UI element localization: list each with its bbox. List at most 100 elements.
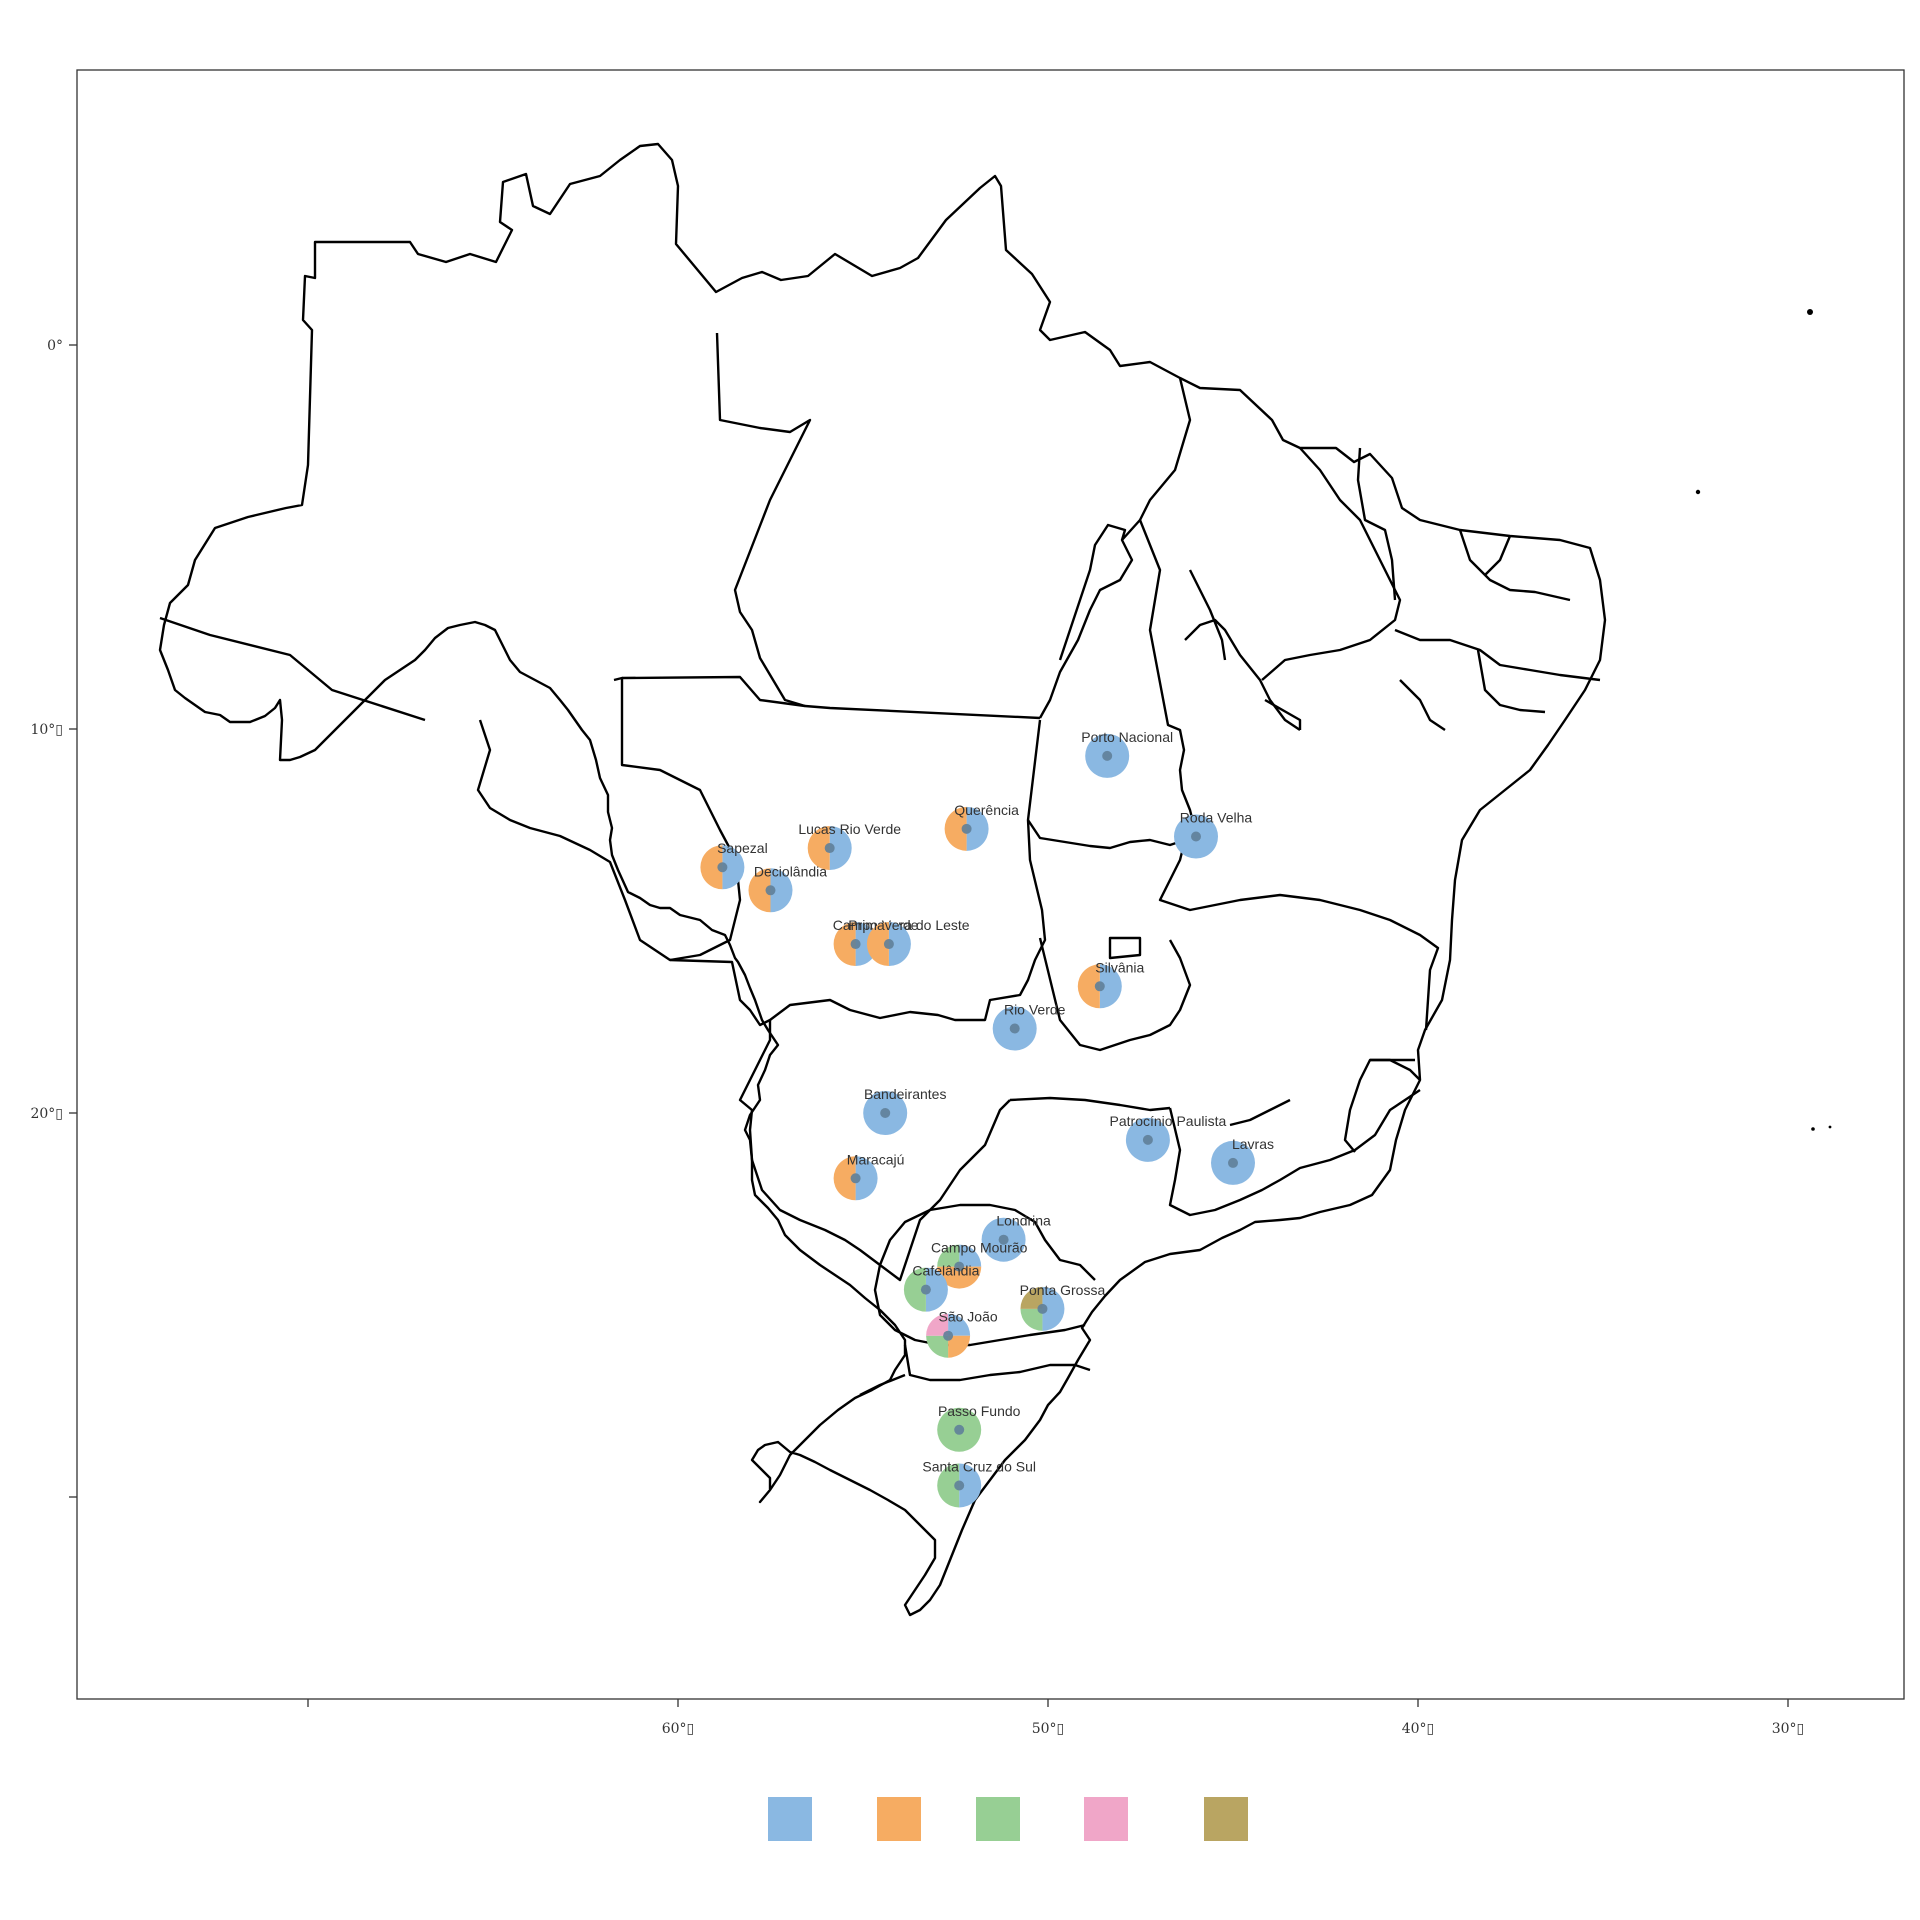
site-label: Ponta Grossa	[1020, 1282, 1106, 1298]
site-marker: Lucas Rio Verde	[798, 821, 901, 871]
island-dot	[1811, 1127, 1815, 1131]
site-point	[880, 1108, 891, 1118]
border-es-rj	[1343, 1058, 1421, 1153]
pie-slice	[937, 1244, 960, 1267]
site-label: Roda Velha	[1180, 810, 1253, 826]
site-point	[1009, 1023, 1020, 1034]
pie-slice	[948, 1335, 971, 1358]
site-label: Lavras	[1232, 1136, 1274, 1152]
pie-slice	[926, 1313, 949, 1336]
sites: Porto Nacional Roda Velha Querência Lucas R…	[700, 729, 1274, 1508]
site-marker: Santa Cruz do Sul	[922, 1458, 1036, 1508]
site-marker: Maracajú	[833, 1151, 905, 1201]
site-marker: Cafelândia	[903, 1263, 980, 1312]
site-label: Porto Nacional	[1081, 729, 1173, 745]
site-point	[850, 1173, 861, 1184]
border-mt	[621, 675, 1047, 1027]
pie-slice	[937, 1463, 960, 1508]
border-ms	[738, 1020, 1011, 1282]
site-marker: Lavras	[1211, 1136, 1274, 1185]
pie-slice	[944, 806, 967, 851]
pie-slice	[866, 922, 889, 967]
site-point	[765, 885, 776, 896]
site-label: Santa Cruz do Sul	[922, 1458, 1036, 1474]
pie-slice	[1020, 1308, 1043, 1331]
site-marker: Ponta Grossa	[1020, 1282, 1106, 1331]
site-point	[954, 1424, 965, 1435]
pie-slice	[937, 1266, 982, 1289]
pie-slice	[807, 826, 830, 871]
site-point	[961, 823, 972, 834]
site-point	[1228, 1157, 1238, 1168]
site-point	[943, 1330, 954, 1341]
country-outline	[158, 142, 1607, 1617]
pie-slice	[1042, 1286, 1065, 1331]
site-point	[717, 862, 728, 873]
site-marker: Rio Verde	[992, 1002, 1066, 1051]
border-go-df	[1038, 936, 1192, 1052]
site-point	[954, 1480, 965, 1491]
legend-swatch	[1204, 1797, 1248, 1841]
pie-slice	[1020, 1286, 1043, 1309]
site-marker: São João	[926, 1309, 998, 1358]
site-point	[850, 939, 861, 950]
border-ro	[476, 676, 742, 962]
pie-slice	[888, 922, 911, 967]
state-borders	[158, 142, 1832, 1617]
pie-slice	[925, 1267, 948, 1312]
site-point	[1094, 981, 1105, 992]
site-label: Deciolândia	[754, 863, 827, 879]
site-label: Campo Mourão	[931, 1240, 1028, 1256]
pie-slice	[855, 1156, 878, 1201]
panel-border	[76, 69, 1905, 1700]
border-mg-sp	[1009, 1058, 1421, 1217]
site-label: Rio Verde	[1004, 1002, 1066, 1018]
x-tick-label: 60°▯	[662, 1721, 695, 1737]
pie-slice	[1099, 964, 1122, 1009]
site-point	[920, 1284, 931, 1295]
site-label: Cafelândia	[912, 1263, 979, 1279]
site-marker: Passo Fundo	[937, 1403, 1021, 1452]
island-dot	[1695, 489, 1701, 495]
pie-slice	[959, 1244, 982, 1267]
legend	[768, 1797, 1248, 1841]
pie-slice	[722, 845, 745, 890]
pie-slice	[966, 806, 989, 851]
site-point	[883, 939, 894, 950]
site-marker: Porto Nacional	[1081, 729, 1173, 778]
pie-slice	[748, 868, 771, 913]
site-marker: Patrocínio Paulista	[1110, 1113, 1227, 1162]
site-marker: Campo Mourão	[931, 1240, 1028, 1289]
border-ba	[1158, 698, 1440, 1031]
site-label: Primavera do Leste	[848, 917, 970, 933]
site-marker: Sapezal	[700, 840, 768, 890]
pie-slice	[833, 1156, 856, 1201]
x-tick-label: 40°▯	[1402, 1721, 1435, 1737]
legend-swatch	[877, 1797, 921, 1841]
border-am-ac	[159, 616, 426, 722]
y-tick-label: 10°▯	[30, 722, 63, 738]
pie-slice	[959, 1463, 982, 1508]
pie-slice	[700, 845, 723, 890]
site-point	[998, 1234, 1009, 1245]
site-marker: Primavera do Leste	[848, 917, 970, 967]
site-marker: Londrina	[981, 1213, 1051, 1262]
site-point	[954, 1261, 965, 1272]
site-label: Maracajú	[847, 1151, 905, 1167]
site-label: Patrocínio Paulista	[1110, 1113, 1227, 1129]
pie-slice	[829, 826, 852, 871]
site-point	[1037, 1303, 1048, 1314]
pie-slice	[948, 1313, 971, 1336]
site-marker: Silvânia	[1077, 959, 1145, 1009]
site-label: Sapezal	[717, 840, 768, 856]
pie-slice	[1077, 964, 1100, 1009]
site-point	[1102, 750, 1113, 761]
island-dot	[1807, 309, 1813, 315]
site-point	[1191, 831, 1201, 842]
pie-slice	[770, 868, 793, 913]
x-tick-label: 30°▯	[1772, 1721, 1805, 1737]
site-label: Silvânia	[1095, 959, 1144, 975]
legend-swatch	[1084, 1797, 1128, 1841]
border-ma-pi	[1138, 377, 1402, 731]
